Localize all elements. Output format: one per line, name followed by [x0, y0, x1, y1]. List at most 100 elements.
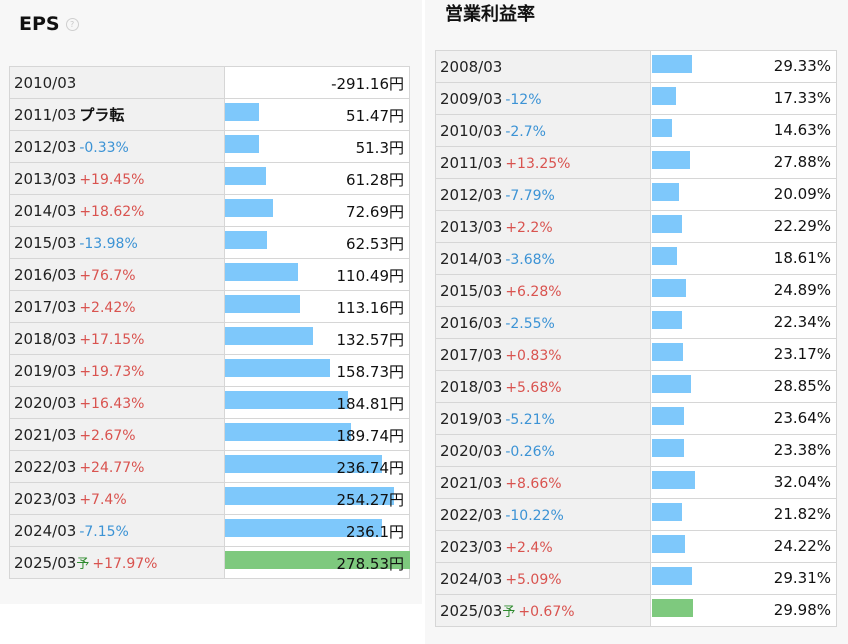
- value-bar: [651, 343, 683, 361]
- year-label: 2018/03: [14, 329, 77, 348]
- value-cell: 51.3円: [224, 130, 410, 163]
- year-cell: 2022/03 +24.77%: [8, 450, 226, 483]
- year-label: 2013/03: [14, 169, 77, 188]
- value-bar: [225, 519, 383, 537]
- year-cell: 2022/03 -10.22%: [435, 498, 651, 531]
- year-cell: 2013/03 +2.2%: [435, 210, 651, 243]
- value-cell: 32.04%: [649, 466, 838, 499]
- change-rate: -7.15%: [79, 523, 129, 540]
- value-cell: 184.81円: [224, 386, 410, 419]
- table-row: 2025/03予 +0.67% 29.98%: [435, 594, 838, 627]
- change-rate: +19.73%: [79, 363, 145, 380]
- year-cell: 2017/03 +0.83%: [435, 338, 651, 371]
- change-rate: +5.68%: [505, 379, 562, 396]
- change-rate: -2.7%: [505, 123, 546, 140]
- table-row: 2009/03 -12% 17.33%: [435, 82, 838, 115]
- value-bar: [225, 231, 268, 249]
- value-bar: [225, 455, 383, 473]
- year-cell: 2015/03 +6.28%: [435, 274, 651, 307]
- year-label: 2015/03: [440, 281, 503, 300]
- year-label: 2022/03: [440, 505, 503, 524]
- change-rate: +0.67%: [518, 604, 575, 620]
- value-label: 113.16円: [336, 299, 405, 317]
- table-row: 2019/03 -5.21% 23.64%: [435, 402, 838, 435]
- table-row: 2012/03 -0.33% 51.3円: [8, 130, 410, 163]
- value-cell: 72.69円: [224, 194, 410, 227]
- value-cell: 28.85%: [649, 370, 838, 403]
- year-cell: 2014/03 -3.68%: [435, 242, 651, 275]
- value-bar: [651, 407, 684, 425]
- value-bar: [651, 87, 676, 105]
- change-rate: -7.79%: [505, 187, 555, 204]
- value-bar: [651, 503, 682, 521]
- table-row: 2008/03 29.33%: [435, 50, 838, 83]
- table-row: 2023/03 +2.4% 24.22%: [435, 530, 838, 563]
- value-bar: [651, 183, 679, 201]
- value-bar: [225, 295, 301, 313]
- table-row: 2018/03 +5.68% 28.85%: [435, 370, 838, 403]
- value-label: 51.47円: [346, 107, 404, 125]
- year-cell: 2012/03 -7.79%: [435, 178, 651, 211]
- year-cell: 2018/03 +5.68%: [435, 370, 651, 403]
- value-cell: 21.82%: [649, 498, 838, 531]
- value-cell: 27.88%: [649, 146, 838, 179]
- value-bar: [651, 247, 677, 265]
- year-cell: 2011/03 プラ転: [8, 98, 226, 131]
- year-label: 2010/03: [440, 121, 503, 140]
- table-row: 2020/03 +16.43% 184.81円: [8, 386, 410, 419]
- value-label: 27.88%: [773, 153, 831, 171]
- table-row: 2022/03 +24.77% 236.74円: [8, 450, 410, 483]
- value-bar: [651, 55, 692, 73]
- change-rate: +17.15%: [79, 331, 145, 348]
- table-row: 2017/03 +2.42% 113.16円: [8, 290, 410, 323]
- value-label: 189.74円: [336, 427, 405, 445]
- value-cell: 236.74円: [224, 450, 410, 483]
- value-bar: [651, 215, 682, 233]
- year-cell: 2020/03 -0.26%: [435, 434, 651, 467]
- table-row: 2014/03 -3.68% 18.61%: [435, 242, 838, 275]
- question-circle-icon[interactable]: ?: [65, 18, 79, 31]
- value-cell: 14.63%: [649, 114, 838, 147]
- value-cell: 23.64%: [649, 402, 838, 435]
- year-cell: 2012/03 -0.33%: [8, 130, 226, 163]
- value-bar: [225, 103, 260, 121]
- year-cell: 2023/03 +7.4%: [8, 482, 226, 515]
- value-label: 184.81円: [336, 395, 405, 413]
- year-label: 2010/03: [14, 73, 77, 92]
- value-bar: [225, 391, 349, 409]
- value-label: 254.27円: [336, 491, 405, 509]
- change-rate: +76.7%: [79, 267, 136, 284]
- year-label: 2025/03: [440, 602, 503, 620]
- value-label: 132.57円: [336, 331, 405, 349]
- year-label: 2009/03: [440, 89, 503, 108]
- change-rate: -3.68%: [505, 251, 555, 268]
- value-cell: 23.38%: [649, 434, 838, 467]
- table-row: 2024/03 -7.15% 236.1円: [8, 514, 410, 547]
- change-rate: +2.2%: [505, 219, 553, 236]
- year-cell: 2019/03 -5.21%: [435, 402, 651, 435]
- value-cell: 18.61%: [649, 242, 838, 275]
- value-cell: -291.16円: [224, 66, 410, 99]
- year-label: 2024/03: [14, 521, 77, 540]
- forecast-bar: [651, 599, 693, 617]
- value-cell: 51.47円: [224, 98, 410, 131]
- table-row: 2018/03 +17.15% 132.57円: [8, 322, 410, 355]
- value-cell: 24.22%: [649, 530, 838, 563]
- value-label: 23.64%: [773, 409, 831, 427]
- table-row: 2019/03 +19.73% 158.73円: [8, 354, 410, 387]
- year-label: 2012/03: [440, 185, 503, 204]
- year-label: 2023/03: [14, 489, 77, 508]
- year-label: 2018/03: [440, 377, 503, 396]
- value-label: 32.04%: [773, 473, 831, 491]
- operating-margin-panel: 営業利益率 2008/03 29.33% 2009/03 -12% 17.33% 2010…: [425, 0, 848, 644]
- year-label: 2017/03: [440, 345, 503, 364]
- year-cell: 2015/03 -13.98%: [8, 226, 226, 259]
- table-row: 2022/03 -10.22% 21.82%: [435, 498, 838, 531]
- value-label: 24.89%: [773, 281, 831, 299]
- change-rate: +13.25%: [505, 155, 571, 172]
- table-row: 2011/03 プラ転 51.47円: [8, 98, 410, 131]
- year-label: 2016/03: [14, 265, 77, 284]
- year-cell: 2009/03 -12%: [435, 82, 651, 115]
- value-cell: 29.33%: [649, 50, 838, 83]
- change-rate: +2.42%: [79, 299, 136, 316]
